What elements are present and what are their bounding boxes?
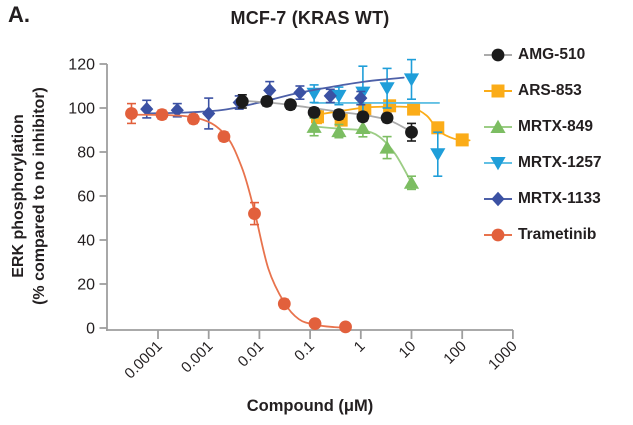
- legend-marker-trametinib-icon: [483, 227, 513, 243]
- y-axis-label: ERK phosphorylation (% compared to no in…: [8, 31, 52, 361]
- y-tick-label: 40: [77, 233, 95, 250]
- y-tick-label: 20: [77, 277, 95, 294]
- y-tick-label: 120: [68, 57, 95, 74]
- x-tick-label: 100: [440, 338, 470, 368]
- series-mrtx-1257: [306, 58, 446, 177]
- legend-item-trametinib: Trametinib: [483, 217, 602, 253]
- x-tick-label: 0.0001: [121, 338, 165, 382]
- legend-label: AMG-510: [518, 46, 586, 63]
- x-tick-label: 0.001: [178, 338, 217, 377]
- legend-label: ARS-853: [518, 82, 582, 99]
- y-tick-label: 80: [77, 145, 95, 162]
- legend-marker-mrtx-1257-icon: [483, 155, 513, 171]
- x-tick-label: 1000: [485, 338, 521, 374]
- series-mrtx-849: [306, 117, 420, 191]
- legend-label: Trametinib: [518, 226, 597, 243]
- legend-item-mrtx-1257: MRTX-1257: [483, 145, 602, 181]
- x-tick-label: 0.01: [235, 338, 268, 371]
- legend-marker-amg-510-icon: [483, 47, 513, 63]
- y-tick-label: 0: [86, 321, 95, 338]
- y-axis-label-line1: ERK phosphorylation: [10, 114, 27, 278]
- y-tick-label: 100: [68, 101, 95, 118]
- legend-marker-mrtx-1133-icon: [483, 191, 513, 207]
- legend-item-amg-510: AMG-510: [483, 37, 602, 73]
- legend-label: MRTX-1133: [518, 190, 601, 207]
- x-axis-label: Compound (μM): [246, 397, 374, 415]
- y-axis-label-line2: (% compared to no inhibitor): [31, 87, 48, 305]
- x-tick-label: 0.1: [291, 338, 318, 365]
- legend-marker-mrtx-849-icon: [483, 119, 513, 135]
- y-tick-label: 60: [77, 189, 95, 206]
- legend: AMG-510 ARS-853 MRTX-849 MRTX-1257 MRTX-…: [483, 37, 602, 253]
- legend-item-mrtx-1133: MRTX-1133: [483, 181, 602, 217]
- panel-label: A.: [8, 2, 30, 27]
- series-trametinib: [125, 102, 352, 334]
- chart-title: MCF-7 (KRAS WT): [230, 8, 390, 28]
- legend-marker-ars-853-icon: [483, 83, 513, 99]
- x-tick-label: 1: [351, 338, 369, 356]
- series-amg-510: [235, 94, 418, 142]
- legend-label: MRTX-849: [518, 118, 593, 135]
- legend-item-ars-853: ARS-853: [483, 73, 602, 109]
- x-tick-label: 10: [396, 338, 420, 362]
- legend-label: MRTX-1257: [518, 154, 602, 171]
- legend-item-mrtx-849: MRTX-849: [483, 109, 602, 145]
